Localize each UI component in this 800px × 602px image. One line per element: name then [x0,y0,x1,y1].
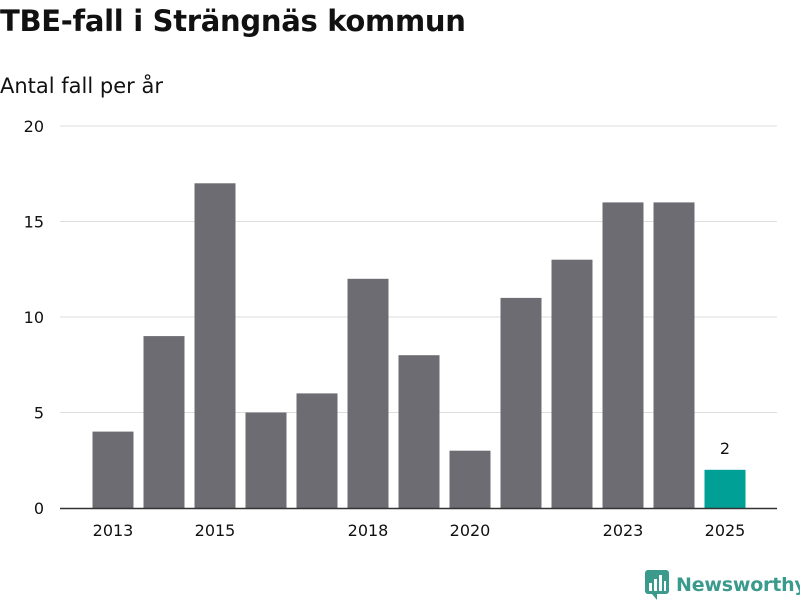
bar-2023 [602,202,644,508]
bar-2022 [551,259,593,508]
x-tick-label: 2020 [450,521,491,540]
x-tick-label: 2025 [705,521,746,540]
bar-2024 [653,202,695,508]
y-tick-label: 5 [34,404,44,423]
chart-title: TBE-fall i Strängnäs kommun [0,4,466,38]
bar-2015 [194,183,236,509]
x-tick-label: 2018 [348,521,389,540]
newsworthy-logo-text: Newsworthy [676,574,800,596]
x-tick-label: 2015 [195,521,236,540]
bar-2014 [143,336,185,508]
x-tick-label: 2023 [603,521,644,540]
bar-2016 [245,412,287,508]
x-tick-label: 2013 [93,521,134,540]
newsworthy-logo: Newsworthy [644,568,800,602]
bar-2021 [500,297,542,508]
y-tick-label: 10 [24,308,44,327]
bar-2013 [92,431,134,508]
bar-2025 [704,469,746,508]
newsworthy-logo-icon [645,570,669,600]
bar-2019 [398,355,440,508]
chart-subtitle: Antal fall per år [0,74,163,98]
data-label: 2 [720,439,730,458]
y-tick-label: 15 [24,213,44,232]
bar-2018 [347,278,389,508]
bar-2020 [449,450,491,508]
y-tick-label: 0 [34,499,44,518]
bar-2017 [296,393,338,508]
y-tick-label: 20 [24,117,44,136]
